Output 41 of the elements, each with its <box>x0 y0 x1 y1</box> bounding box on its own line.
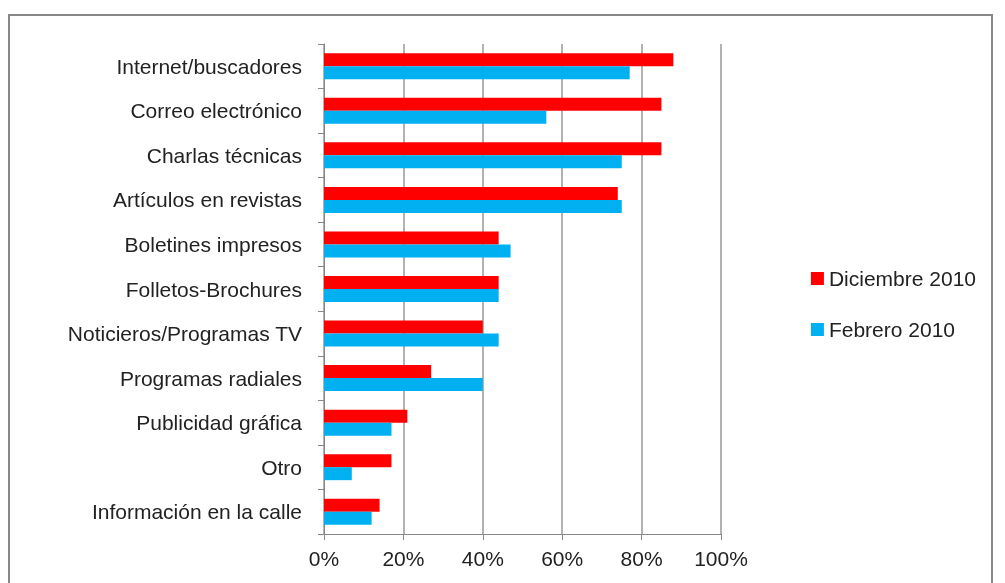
bar <box>324 333 499 347</box>
bar <box>324 244 511 258</box>
x-tick-label: 60% <box>541 547 584 570</box>
bar <box>324 155 622 169</box>
bar <box>324 231 499 245</box>
bar <box>324 498 380 512</box>
bar <box>324 467 352 481</box>
bar <box>324 66 630 80</box>
x-tick-label: 40% <box>461 547 504 570</box>
bar <box>324 289 499 302</box>
y-tick-label: Publicidad gráfica <box>136 411 303 435</box>
bar <box>324 365 432 379</box>
bar <box>324 320 483 334</box>
bar <box>324 378 483 392</box>
bar <box>324 409 408 423</box>
y-tick-label: Folletos-Brochures <box>125 277 302 301</box>
y-tick-label: Boletines impresos <box>124 232 302 256</box>
legend-label: Febrero 2010 <box>828 318 956 341</box>
y-tick-label: Otro <box>261 455 302 479</box>
bar <box>324 276 499 289</box>
bar <box>324 110 547 124</box>
y-tick-label: Artículos en revistas <box>112 188 302 212</box>
y-tick-label: Charlas técnicas <box>146 143 302 167</box>
x-tick-label: 0% <box>308 547 340 570</box>
bar <box>324 97 662 111</box>
bar <box>324 422 392 436</box>
y-tick-label: Noticieros/Programas TV <box>67 322 302 346</box>
bar <box>324 186 618 200</box>
x-tick-label: 20% <box>382 547 425 570</box>
bar <box>324 53 674 67</box>
bar <box>324 142 662 156</box>
legend-label: Diciembre 2010 <box>828 267 977 290</box>
bar <box>324 454 392 468</box>
y-tick-label: Información en la calle <box>91 500 302 524</box>
y-tick-label: Programas radiales <box>119 366 302 390</box>
bar <box>324 511 372 525</box>
x-tick-label: 80% <box>620 547 663 570</box>
x-tick-label: 100% <box>694 547 748 570</box>
bar <box>324 199 622 213</box>
y-tick-label: Internet/buscadores <box>116 54 302 78</box>
y-tick-label: Correo electrónico <box>130 99 302 123</box>
